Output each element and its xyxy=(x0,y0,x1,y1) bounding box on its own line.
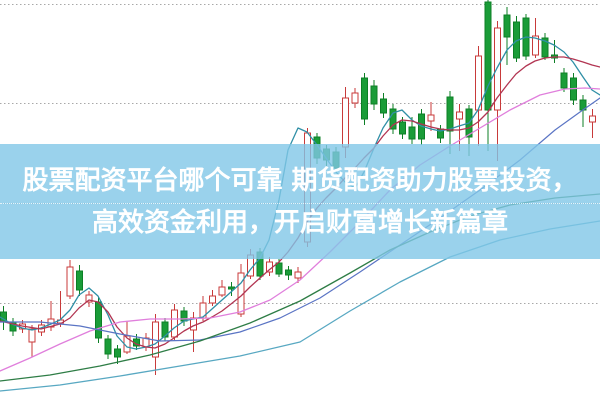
candlestick-chart xyxy=(0,0,600,392)
stock-chart-page: 股票配资平台哪个可靠 期货配资助力股票投资， 高效资金利用，开启财富增长新篇章 xyxy=(0,0,600,392)
